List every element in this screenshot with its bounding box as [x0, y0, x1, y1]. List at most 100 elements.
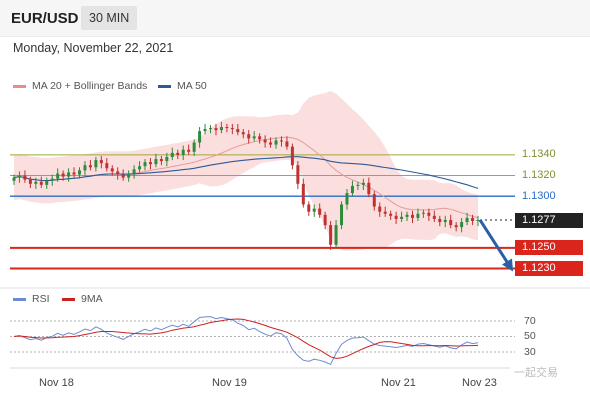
candle-body — [334, 225, 338, 245]
candle-body — [263, 139, 267, 143]
candle-body — [318, 208, 322, 215]
candle-body — [454, 225, 458, 228]
candle-body — [323, 214, 327, 226]
candle-body — [88, 165, 92, 168]
candle-body — [443, 219, 447, 223]
candle-body — [247, 134, 251, 139]
candle-body — [236, 129, 240, 133]
candle-body — [39, 181, 43, 185]
candle-body — [23, 175, 27, 180]
candle-body — [285, 141, 289, 147]
bollinger-swatch — [13, 84, 26, 88]
candle-body — [432, 215, 436, 219]
price-label-1.1320: 1.1320 — [522, 169, 556, 182]
x-tick-nov19: Nov 19 — [212, 377, 247, 389]
candle-body — [219, 127, 223, 131]
candle-body — [127, 173, 131, 178]
legend-ma50-label: MA 50 — [177, 80, 207, 92]
candle-body — [410, 214, 414, 218]
candle-body — [252, 136, 256, 139]
x-tick-nov23: Nov 23 — [462, 377, 497, 389]
legend-rsi-label: RSI — [32, 293, 50, 305]
candle-body — [394, 215, 398, 219]
candle-body — [17, 175, 21, 178]
forecast-arrow-line — [478, 219, 512, 268]
candle-body — [383, 211, 387, 214]
candle-body — [176, 152, 180, 155]
candle-body — [50, 178, 54, 181]
price-label-1.1250: 1.1250 — [515, 240, 583, 256]
candle-body — [350, 185, 354, 194]
candle-body — [230, 128, 234, 130]
candle-body — [296, 165, 300, 184]
candle-body — [312, 208, 316, 212]
bollinger-band — [14, 91, 478, 251]
rsi-swatch — [13, 297, 26, 301]
candle-body — [340, 204, 344, 226]
candle-body — [181, 149, 185, 155]
candle-body — [438, 218, 442, 223]
candle-body — [290, 146, 294, 166]
legend-bollinger-label: MA 20 + Bollinger Bands — [32, 80, 148, 92]
candle-body — [274, 140, 278, 145]
candle-body — [121, 174, 125, 178]
candle-body — [345, 193, 349, 205]
candle-body — [110, 168, 114, 172]
candle-body — [116, 171, 120, 175]
candle-body — [378, 206, 382, 212]
candle-body — [138, 166, 142, 170]
candle-body — [421, 212, 425, 214]
x-tick-nov21: Nov 21 — [381, 377, 416, 389]
timeframe-badge[interactable]: 30 MIN — [81, 6, 138, 30]
candle-body — [449, 219, 453, 226]
legend-rsi: RSI — [13, 293, 50, 305]
candle-body — [279, 140, 283, 142]
candle-body — [400, 216, 404, 219]
rsi-level-50: 50 — [524, 330, 536, 342]
price-label-1.1230: 1.1230 — [515, 261, 583, 276]
candle-body — [389, 213, 393, 216]
watermark: 一起交易 — [514, 367, 558, 379]
candle-body — [192, 142, 196, 152]
candle-body — [143, 162, 147, 167]
x-tick-nov18: Nov 18 — [39, 377, 74, 389]
price-label-1.1340: 1.1340 — [522, 148, 556, 161]
candle-body — [476, 219, 480, 221]
forecast-arrow-head — [502, 258, 513, 272]
chart-date: Monday, November 22, 2021 — [13, 41, 174, 55]
candle-body — [367, 182, 371, 195]
price-label-1.1277: 1.1277 — [515, 212, 583, 228]
candle-body — [61, 173, 65, 177]
candle-body — [301, 183, 305, 205]
candle-body — [269, 142, 273, 145]
candle-body — [214, 128, 218, 131]
legend-ma50: MA 50 — [158, 80, 207, 92]
candle-body — [12, 177, 16, 181]
candle-body — [45, 180, 49, 185]
candle-body — [203, 129, 207, 132]
candle-body — [56, 173, 60, 179]
rsi-ma-swatch — [62, 297, 75, 301]
candle-body — [258, 136, 262, 140]
ma50-swatch — [158, 84, 171, 88]
currency-pair: EUR/USD — [11, 10, 79, 27]
ma50-line — [13, 156, 479, 189]
rsi-level-70: 70 — [524, 315, 536, 327]
candle-body — [67, 172, 71, 177]
candle-body — [372, 194, 376, 207]
title-bar: EUR/USD 30 MIN — [0, 0, 590, 37]
candle-body — [427, 212, 431, 216]
candle-body — [34, 181, 38, 184]
candle-body — [465, 217, 469, 223]
candle-body — [471, 217, 475, 221]
candle-body — [83, 165, 87, 171]
candle-body — [198, 131, 202, 143]
candle-body — [28, 179, 32, 184]
price-label-1.1300: 1.1300 — [522, 189, 556, 202]
rsi-ma-line — [13, 318, 479, 359]
candle-body — [460, 222, 464, 228]
candle-body — [187, 149, 191, 152]
candle-body — [361, 182, 365, 185]
